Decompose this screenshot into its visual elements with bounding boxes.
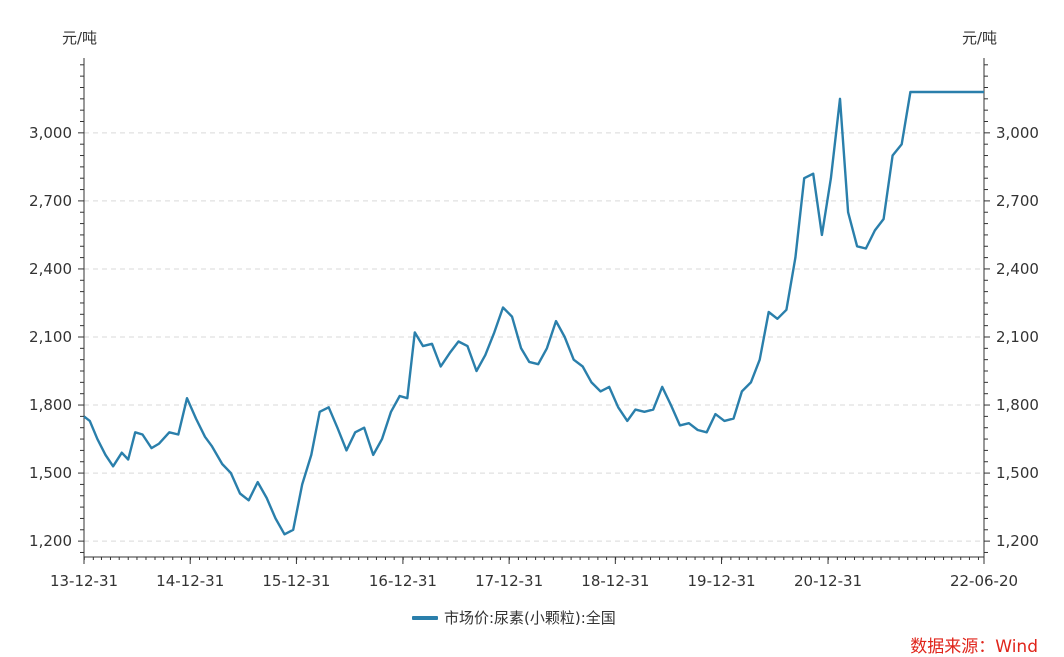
y-tick-label-right: 1,500 bbox=[996, 464, 1039, 482]
y-tick-label-left: 2,400 bbox=[29, 260, 72, 278]
data-source: 数据来源：Wind bbox=[910, 637, 1038, 657]
legend-swatch bbox=[412, 615, 438, 620]
x-tick-label: 19-12-31 bbox=[687, 572, 755, 590]
x-tick-label: 15-12-31 bbox=[262, 572, 330, 590]
x-tick-label: 17-12-31 bbox=[475, 572, 543, 590]
x-tick-label: 18-12-31 bbox=[581, 572, 649, 590]
series-line bbox=[83, 90, 984, 536]
legend-label: 市场价:尿素(小颗粒):全国 bbox=[444, 609, 616, 627]
y-tick-label-right: 2,400 bbox=[996, 260, 1039, 278]
x-tick-label: 13-12-31 bbox=[50, 572, 118, 590]
y-tick-label-right: 2,100 bbox=[996, 328, 1039, 346]
x-tick-label: 20-12-31 bbox=[794, 572, 862, 590]
y-tick-label-left: 2,700 bbox=[29, 192, 72, 210]
y-tick-label-right: 1,800 bbox=[996, 396, 1039, 414]
grid-lines bbox=[84, 132, 984, 542]
y-tick-label-left: 3,000 bbox=[29, 124, 72, 142]
x-tick-label: 16-12-31 bbox=[369, 572, 437, 590]
y-tick-label-left: 2,100 bbox=[29, 328, 72, 346]
line-chart: 1,200 1,200 1,500 1,500 1,800 1,800 2,100 2,100… bbox=[29, 29, 1039, 590]
y-tick-label-right: 3,000 bbox=[996, 124, 1039, 142]
y-unit-left: 元/吨 bbox=[62, 29, 97, 47]
legend: 市场价:尿素(小颗粒):全国 bbox=[412, 607, 616, 628]
y-tick-label-left: 1,200 bbox=[29, 532, 72, 550]
y-tick-label-right: 1,200 bbox=[996, 532, 1039, 550]
y-unit-right: 元/吨 bbox=[962, 29, 997, 47]
y-tick-label-left: 1,500 bbox=[29, 464, 72, 482]
x-tick-label: 14-12-31 bbox=[156, 572, 224, 590]
y-tick-label-right: 2,700 bbox=[996, 192, 1039, 210]
y-tick-label-left: 1,800 bbox=[29, 396, 72, 414]
x-tick-label: 22-06-20 bbox=[950, 572, 1018, 590]
